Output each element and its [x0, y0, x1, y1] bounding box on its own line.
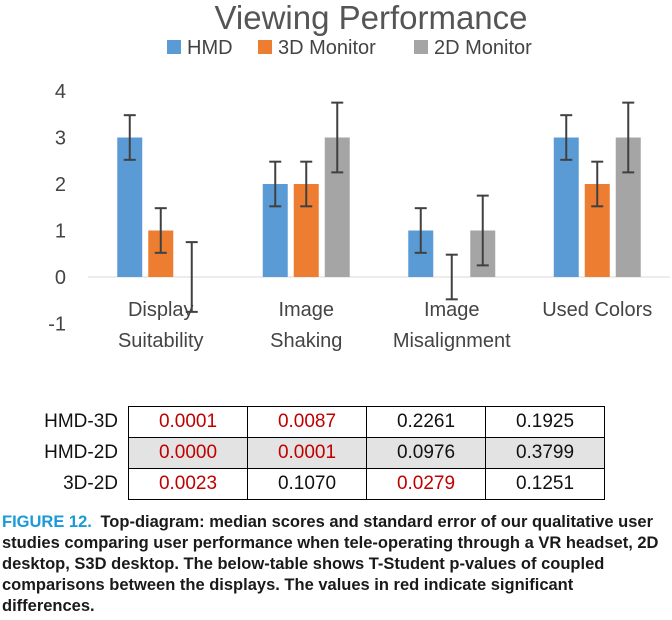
legend-swatch [258, 40, 272, 54]
table-row: HMD-2D 0.0000 0.0001 0.0976 0.3799 [6, 437, 605, 469]
p-value-cell: 0.3799 [485, 437, 605, 469]
x-tick-label: Display [128, 299, 194, 321]
caption-text: Top-diagram: median scores and standard … [2, 513, 659, 615]
p-value-cell: 0.1925 [485, 406, 605, 438]
p-value-cell: 0.0001 [128, 406, 248, 438]
y-tick-label: -1 [48, 314, 66, 336]
row-label: HMD-2D [44, 442, 118, 463]
p-value-cell: 0.0023 [128, 468, 248, 500]
p-value-cell: 0.0976 [366, 437, 486, 469]
y-tick-label: 3 [55, 128, 66, 150]
p-value-cell: 0.0087 [247, 406, 367, 438]
p-value-cell: 0.0001 [247, 437, 367, 469]
legend-label: 3D Monitor [278, 37, 376, 59]
chart-legend: HMD 3D Monitor 2D Monitor [167, 37, 532, 59]
legend-label: HMD [187, 37, 233, 59]
p-value-cell: 0.1070 [247, 468, 367, 500]
y-tick-label: 0 [55, 267, 66, 289]
p-value-cell: 0.0000 [128, 437, 248, 469]
table-row: 3D-2D 0.0023 0.1070 0.0279 0.1251 [6, 468, 605, 500]
p-value-cell: 0.0279 [366, 468, 486, 500]
figure-label: FIGURE 12. [2, 513, 92, 531]
row-label: HMD-3D [44, 411, 118, 432]
chart-canvas: Viewing Performance HMD 3D Monitor 2D Moni… [48, 0, 670, 352]
figure-caption: FIGURE 12. Top-diagram: median scores an… [2, 512, 670, 617]
x-tick-label: Suitability [118, 330, 204, 352]
legend-swatch [167, 40, 181, 54]
y-tick-label: 2 [55, 174, 66, 196]
chart-title: Viewing Performance [214, 0, 527, 36]
p-value-cell: 0.1251 [485, 468, 605, 500]
x-axis-labels: Display Suitability Image Shaking Image Misal… [118, 299, 652, 352]
error-bars [123, 101, 635, 313]
bar-chart: Viewing Performance HMD 3D Monitor 2D Moni… [48, 0, 670, 352]
row-label: 3D-2D [63, 473, 118, 494]
x-tick-label: Image [278, 299, 334, 321]
legend-label: 2D Monitor [434, 37, 532, 59]
y-tick-label: 4 [55, 81, 66, 103]
p-value-cell: 0.2261 [366, 406, 486, 438]
y-tick-label: 1 [55, 221, 66, 243]
bars [117, 137, 641, 277]
table-row: HMD-3D 0.0001 0.0087 0.2261 0.1925 [6, 406, 605, 438]
x-tick-label: Misalignment [393, 330, 511, 352]
legend-swatch [414, 40, 428, 54]
x-tick-label: Used Colors [542, 299, 652, 321]
p-value-table: HMD-3D 0.0001 0.0087 0.2261 0.1925 HMD-2D 0.00… [6, 406, 605, 500]
x-tick-label: Image [424, 299, 480, 321]
x-tick-label: Shaking [270, 330, 342, 352]
